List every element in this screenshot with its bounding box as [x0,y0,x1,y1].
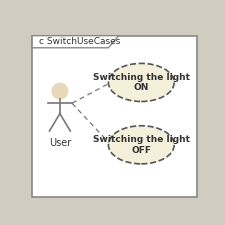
Polygon shape [32,36,119,48]
Ellipse shape [108,63,174,101]
Text: User: User [49,138,71,148]
FancyBboxPatch shape [32,36,197,197]
Ellipse shape [108,126,174,164]
Circle shape [52,83,68,99]
Text: c SwitchUseCases: c SwitchUseCases [39,37,120,46]
Text: Switching the light
ON: Switching the light ON [93,73,190,92]
Text: Switching the light
OFF: Switching the light OFF [93,135,190,155]
